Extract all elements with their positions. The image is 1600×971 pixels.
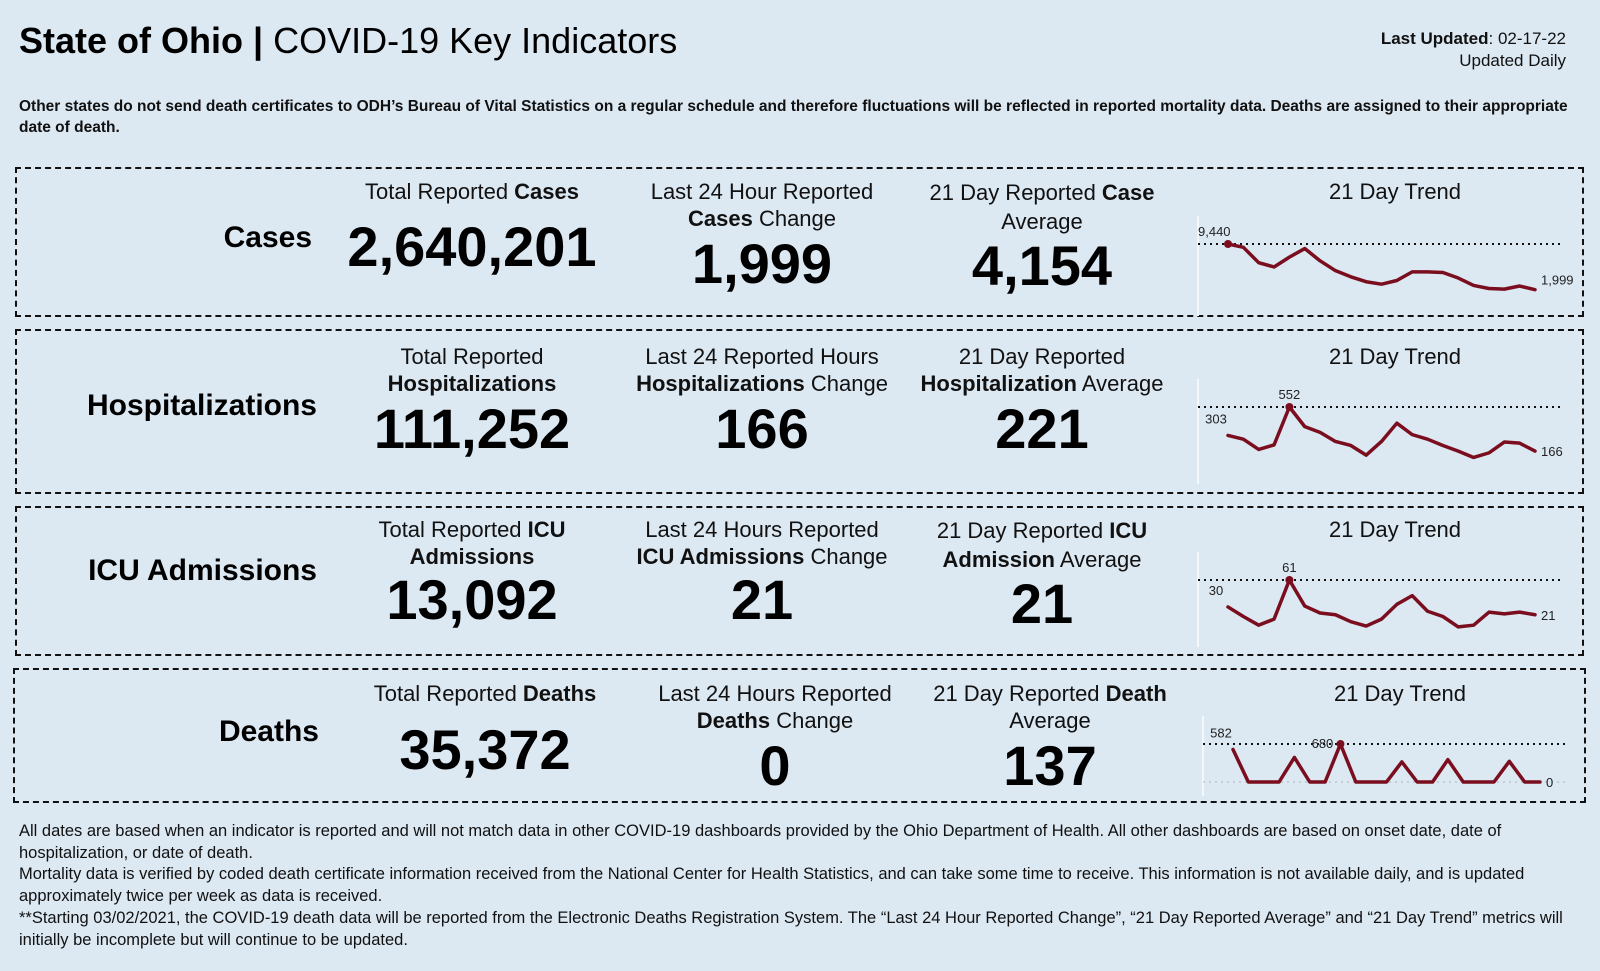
footer-note-edrs: **Starting 03/02/2021, the COVID-19 deat… [19,908,1563,949]
metric-label: Last 24 Hours Reported Deaths Change [658,681,892,733]
metric-value: 137 [1003,734,1097,797]
cases-average-metric: 21 Day Reported Case Average 4,154 [897,178,1187,296]
metric-value: 4,154 [971,234,1113,297]
max-point-marker [1285,576,1294,584]
total-icu-metric: Total Reported ICU Admissions 13,092 [322,516,622,630]
metric-value: 111,252 [373,397,571,460]
deaths-trend: 21 Day Trend 582 680 0 [1185,680,1585,800]
metric-value: 2,640,201 [347,215,597,278]
icu-average-metric: 21 Day Reported ICU Admission Average 21 [887,516,1197,634]
cases-panel: Cases Total Reported Cases 2,640,201 Las… [15,167,1584,317]
metric-label: Last 24 Reported Hours Hospitalizations … [636,344,888,396]
hospitalizations-average-metric: 21 Day Reported Hospitalization Average … [887,343,1197,459]
metric-value: 166 [715,397,809,460]
metric-label: Last 24 Hour Reported Cases Change [650,179,874,231]
title-dashboard-name: COVID-19 Key Indicators [263,20,678,61]
hospitalizations-trend: 21 Day Trend 303 552 166 [1180,343,1580,488]
title-state: State of Ohio | [19,20,264,61]
metric-label: 21 Day Reported Death Average [933,681,1167,733]
metric-value: 21 [730,568,794,631]
start-value-label: 9,440 [1198,224,1231,239]
deaths-average-metric: 21 Day Reported Death Average 137 [900,680,1200,796]
footer-note-dates: All dates are based when an indicator is… [19,822,1502,862]
trend-line [1226,242,1537,292]
metric-label: Total Reported Hospitalizations [387,344,557,396]
last-updated-block: Last Updated: 02-17-22 Updated Daily [1381,28,1566,72]
deaths-sparkline: 582 680 0 [1202,716,1567,796]
metric-label: Total Reported Cases [364,179,580,204]
hospitalizations-change-metric: Last 24 Reported Hours Hospitalizations … [602,343,922,459]
icu-admissions-panel: ICU Admissions Total Reported ICU Admissi… [15,506,1584,656]
start-value-label: 303 [1205,411,1227,426]
metric-label: 21 Day Reported ICU Admission Average [936,518,1148,572]
max-value-label: 61 [1282,560,1296,575]
end-value-label: 21 [1541,608,1555,623]
trend-line [1231,742,1542,784]
death-certificate-note: Other states do not send death certifica… [19,98,1568,136]
total-deaths-metric: Total Reported Deaths 35,372 [335,680,635,780]
metric-value: 13,092 [386,568,558,631]
start-value-label: 30 [1209,583,1223,598]
cases-trend: 21 Day Trend 9,440 1,999 [1180,178,1580,316]
trend-line [1226,405,1537,460]
metric-value: 0 [759,734,791,797]
metric-value: 35,372 [399,718,571,781]
update-frequency: Updated Daily [1459,51,1566,70]
deaths-panel: Deaths Total Reported Deaths 35,372 Last… [13,668,1586,803]
footer-note-mortality: Mortality data is verified by coded deat… [19,865,1525,906]
row-label-cases: Cases [223,221,312,254]
footer-notes: All dates are based when an indicator is… [19,821,1589,951]
hospitalizations-panel: Hospitalizations Total Reported Hospital… [15,329,1584,494]
row-label-hospitalizations: Hospitalizations [86,389,317,422]
icu-change-metric: Last 24 Hours Reported ICU Admissions Ch… [602,516,922,630]
icu-admissions-trend: 21 Day Trend 30 61 21 [1180,516,1580,651]
max-value-label: 552 [1279,387,1301,402]
last-updated-date: : 02-17-22 [1488,29,1567,48]
page-title: State of Ohio | COVID-19 Key Indicators [19,20,677,62]
total-cases-metric: Total Reported Cases 2,640,201 [322,178,622,277]
icu-admissions-sparkline: 30 61 21 [1197,552,1562,647]
trend-title: 21 Day Trend [1328,344,1462,369]
row-label-icu-admissions: ICU Admissions [88,554,317,587]
trend-title: 21 Day Trend [1333,681,1467,706]
max-point-marker [1285,403,1294,411]
end-value-label: 166 [1541,444,1563,459]
cases-change-metric: Last 24 Hour Reported Cases Change 1,999 [612,178,912,294]
deaths-change-metric: Last 24 Hours Reported Deaths Change 0 [620,680,930,796]
metric-label: Total Reported Deaths [373,681,597,706]
max-value-label: 680 [1312,736,1334,751]
hospitalizations-sparkline: 303 552 166 [1197,379,1563,484]
metric-label: 21 Day Reported Case Average [929,180,1155,234]
metric-label: Total Reported ICU Admissions [378,517,566,569]
trend-title: 21 Day Trend [1328,517,1462,542]
metric-value: 221 [995,397,1089,460]
metric-value: 1,999 [691,232,833,295]
trend-line [1226,578,1537,629]
end-value-label: 0 [1546,775,1553,790]
cases-sparkline: 9,440 1,999 [1197,216,1574,316]
total-hospitalizations-metric: Total Reported Hospitalizations 111,252 [322,343,622,459]
last-updated-label: Last Updated [1380,29,1489,48]
metric-label: 21 Day Reported Hospitalization Average [920,344,1164,396]
max-point-marker [1336,740,1345,748]
row-label-deaths: Deaths [218,715,319,748]
metric-value: 21 [1010,572,1074,635]
trend-title: 21 Day Trend [1328,179,1462,204]
end-value-label: 1,999 [1541,273,1574,288]
max-point-marker [1224,240,1232,248]
start-value-label: 582 [1210,725,1232,740]
metric-label: Last 24 Hours Reported ICU Admissions Ch… [636,517,888,569]
